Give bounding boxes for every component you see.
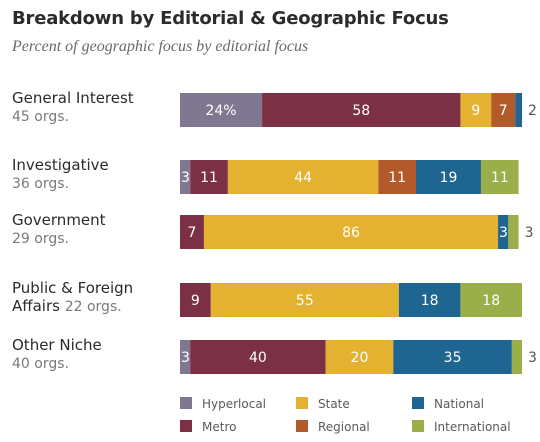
data-label: 24% bbox=[205, 103, 236, 119]
bar-segment bbox=[262, 93, 461, 127]
category-label: Public & Foreign bbox=[12, 279, 133, 297]
category-label: Government bbox=[12, 211, 106, 229]
bar-segment bbox=[180, 215, 204, 249]
data-label: 35 bbox=[444, 350, 462, 366]
bar-segment bbox=[325, 340, 394, 374]
chart-subtitle: Percent of geographic focus by editorial… bbox=[12, 38, 309, 55]
bar-segment bbox=[180, 340, 191, 374]
bar-segment bbox=[203, 215, 499, 249]
data-label: 9 bbox=[191, 293, 200, 309]
data-label: 58 bbox=[352, 103, 370, 119]
bar-segment bbox=[180, 93, 263, 127]
data-label: 40 bbox=[249, 350, 267, 366]
bar-segment bbox=[498, 215, 509, 249]
legend-label: Hyperlocal bbox=[202, 397, 266, 411]
bar-segment bbox=[480, 160, 519, 194]
data-label: 9 bbox=[471, 103, 480, 119]
legend-label: State bbox=[318, 397, 350, 411]
category-count: 29 orgs. bbox=[12, 231, 69, 247]
category-label: Investigative bbox=[12, 156, 109, 174]
data-label: 3 bbox=[181, 350, 190, 366]
data-label: 44 bbox=[294, 170, 312, 186]
category-label: Other Niche bbox=[12, 336, 102, 354]
data-label: 11 bbox=[491, 170, 509, 186]
data-label: 3 bbox=[181, 170, 190, 186]
chart-title: Breakdown by Editorial & Geographic Focu… bbox=[12, 8, 449, 29]
bar-segment bbox=[491, 93, 516, 127]
legend-swatch bbox=[296, 420, 308, 432]
category-count: 40 orgs. bbox=[12, 356, 69, 372]
data-label: 7 bbox=[499, 103, 508, 119]
bar-segment bbox=[190, 160, 228, 194]
legend-label: National bbox=[434, 397, 484, 411]
bar-segment bbox=[415, 160, 481, 194]
bar-segment bbox=[460, 283, 522, 317]
legend-swatch bbox=[296, 397, 308, 409]
data-label: 18 bbox=[482, 293, 500, 309]
data-label: 20 bbox=[351, 350, 369, 366]
data-label: 2 bbox=[528, 103, 537, 119]
category-count: 22 orgs. bbox=[65, 299, 122, 315]
data-label: 3 bbox=[499, 225, 508, 241]
data-label: 18 bbox=[421, 293, 439, 309]
legend-label: International bbox=[434, 420, 511, 434]
data-label: 19 bbox=[440, 170, 458, 186]
bar-segment bbox=[190, 340, 326, 374]
data-label: 86 bbox=[342, 225, 360, 241]
bar-segment bbox=[460, 93, 492, 127]
bar-segment bbox=[511, 340, 522, 374]
legend-label: Metro bbox=[202, 420, 236, 434]
bar-segment bbox=[227, 160, 379, 194]
data-label: 3 bbox=[525, 225, 534, 241]
data-label: 3 bbox=[528, 350, 537, 366]
bar-segment bbox=[398, 283, 461, 317]
data-label: 11 bbox=[200, 170, 218, 186]
legend-swatch bbox=[412, 420, 424, 432]
data-label: 11 bbox=[388, 170, 406, 186]
legend-swatch bbox=[412, 397, 424, 409]
bar-segment bbox=[210, 283, 399, 317]
data-label: 7 bbox=[188, 225, 197, 241]
bar-segment bbox=[508, 215, 519, 249]
data-label: 55 bbox=[296, 293, 314, 309]
category-count: 36 orgs. bbox=[12, 176, 69, 192]
bar-segment bbox=[378, 160, 416, 194]
category-label-line2-text: Affairs bbox=[12, 297, 65, 315]
category-count: 45 orgs. bbox=[12, 109, 69, 125]
bar-segment bbox=[180, 160, 191, 194]
legend-label: Regional bbox=[318, 420, 370, 434]
bar-segment bbox=[393, 340, 512, 374]
legend-swatch bbox=[180, 397, 192, 409]
category-label-line2: Affairs 22 orgs. bbox=[12, 297, 122, 315]
bar-segment bbox=[180, 283, 211, 317]
category-label: General Interest bbox=[12, 89, 134, 107]
legend-swatch bbox=[180, 420, 192, 432]
bar-segment bbox=[515, 93, 522, 127]
